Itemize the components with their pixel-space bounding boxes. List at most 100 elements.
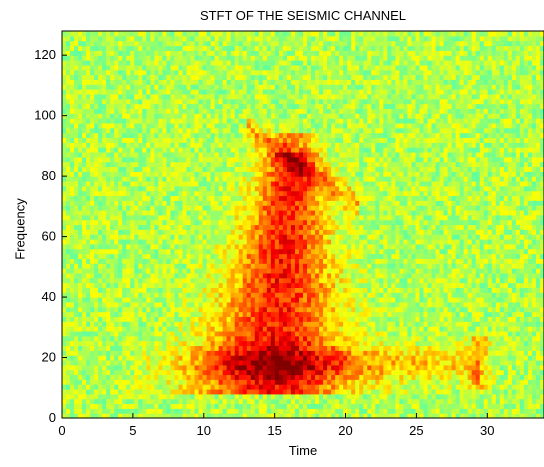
- heatmap-cell: [82, 60, 87, 66]
- heatmap-cell: [226, 147, 232, 153]
- heatmap-cell: [218, 89, 224, 95]
- heatmap-cell: [202, 35, 208, 42]
- heatmap-cell: [282, 103, 288, 109]
- heatmap-cell: [70, 98, 75, 105]
- heatmap-cell: [307, 69, 312, 76]
- heatmap-cell: [78, 147, 83, 153]
- heatmap-cell: [254, 311, 260, 318]
- heatmap-cell: [78, 103, 83, 109]
- heatmap-cell: [286, 355, 292, 361]
- heatmap-cell: [303, 253, 308, 259]
- heatmap-cell: [242, 122, 248, 129]
- heatmap-cell: [238, 388, 244, 395]
- heatmap-cell: [74, 200, 79, 206]
- heatmap-cell: [270, 272, 276, 279]
- heatmap-cell: [138, 234, 143, 240]
- heatmap-cell: [298, 74, 304, 80]
- heatmap-cell: [118, 355, 123, 361]
- heatmap-cell: [130, 161, 135, 168]
- heatmap-cell: [78, 118, 83, 124]
- heatmap-cell: [62, 398, 67, 405]
- heatmap-cell: [230, 176, 236, 182]
- heatmap-cell: [311, 379, 316, 385]
- heatmap-cell: [206, 292, 212, 298]
- heatmap-cell: [142, 398, 147, 405]
- heatmap-cell: [274, 374, 280, 380]
- heatmap-cell: [262, 200, 268, 206]
- heatmap-cell: [78, 403, 83, 409]
- heatmap-cell: [166, 132, 172, 139]
- heatmap-cell: [270, 180, 276, 187]
- heatmap-cell: [158, 287, 164, 293]
- heatmap-cell: [311, 355, 316, 361]
- heatmap-cell: [210, 229, 216, 235]
- heatmap-cell: [234, 118, 240, 124]
- heatmap-cell: [62, 345, 67, 351]
- heatmap-cell: [218, 224, 224, 230]
- heatmap-cell: [242, 55, 248, 61]
- heatmap-cell: [250, 176, 256, 182]
- heatmap-cell: [258, 297, 264, 303]
- heatmap-cell: [74, 388, 79, 395]
- heatmap-cell: [74, 60, 79, 66]
- heatmap-cell: [278, 398, 284, 405]
- heatmap-cell: [186, 132, 192, 139]
- heatmap-cell: [214, 200, 220, 206]
- heatmap-cell: [110, 69, 115, 76]
- heatmap-cell: [307, 253, 312, 259]
- heatmap-cell: [214, 268, 220, 274]
- heatmap-cell: [303, 403, 308, 409]
- heatmap-cell: [86, 219, 91, 226]
- heatmap-cell: [290, 113, 296, 119]
- heatmap-cell: [270, 166, 276, 172]
- heatmap-cell: [102, 89, 107, 95]
- heatmap-cell: [294, 45, 300, 51]
- heatmap-cell: [206, 219, 212, 226]
- heatmap-cell: [190, 413, 196, 419]
- heatmap-cell: [146, 200, 151, 206]
- heatmap-cell: [230, 147, 236, 153]
- heatmap-cell: [174, 142, 180, 148]
- heatmap-cell: [118, 311, 123, 318]
- heatmap-cell: [202, 190, 208, 197]
- heatmap-cell: [70, 151, 75, 158]
- heatmap-cell: [194, 326, 200, 332]
- heatmap-cell: [186, 335, 192, 342]
- heatmap-cell: [190, 176, 196, 182]
- heatmap-cell: [170, 413, 176, 419]
- heatmap-cell: [186, 340, 192, 347]
- heatmap-cell: [226, 379, 232, 385]
- heatmap-cell: [266, 326, 272, 332]
- heatmap-cell: [174, 393, 180, 400]
- heatmap-cell: [262, 234, 268, 240]
- heatmap-cell: [274, 345, 280, 351]
- heatmap-cell: [286, 200, 292, 206]
- heatmap-cell: [190, 55, 196, 61]
- heatmap-cell: [274, 190, 280, 197]
- heatmap-cell: [70, 311, 75, 318]
- heatmap-cell: [286, 118, 292, 124]
- heatmap-cell: [250, 137, 256, 143]
- heatmap-cell: [210, 224, 216, 230]
- heatmap-cell: [274, 60, 280, 66]
- heatmap-cell: [303, 147, 308, 153]
- heatmap-cell: [230, 74, 236, 80]
- heatmap-cell: [234, 98, 240, 105]
- heatmap-cell: [154, 301, 159, 308]
- heatmap-cell: [102, 301, 107, 308]
- heatmap-cell: [250, 185, 256, 192]
- heatmap-cell: [178, 195, 184, 201]
- heatmap-cell: [234, 297, 240, 303]
- heatmap-cell: [222, 171, 228, 177]
- heatmap-cell: [130, 398, 135, 405]
- heatmap-cell: [142, 209, 147, 216]
- heatmap-cell: [206, 398, 212, 405]
- heatmap-cell: [254, 180, 260, 187]
- heatmap-cell: [74, 45, 79, 51]
- heatmap-cell: [298, 316, 304, 322]
- heatmap-cell: [102, 253, 107, 259]
- heatmap-cell: [170, 326, 176, 332]
- heatmap-cell: [210, 60, 216, 66]
- heatmap-cell: [86, 297, 91, 303]
- heatmap-cell: [218, 374, 224, 380]
